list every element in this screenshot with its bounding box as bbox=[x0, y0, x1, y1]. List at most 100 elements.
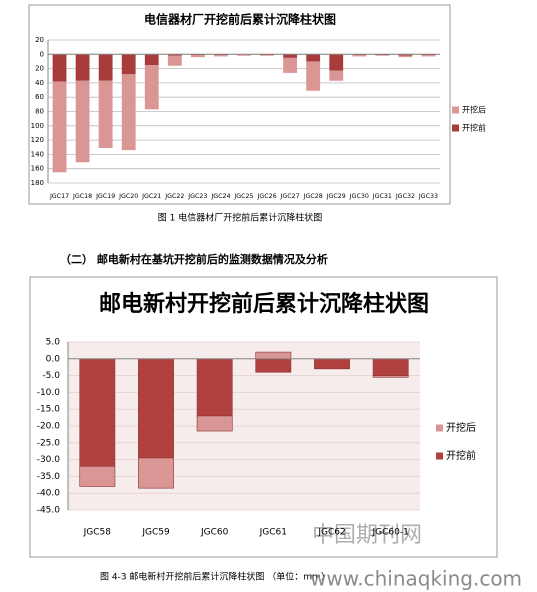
bar-segment bbox=[255, 358, 292, 373]
bar-segment bbox=[372, 375, 409, 378]
x-tick-label: JGC17 bbox=[49, 193, 69, 200]
y-tick-label: 0.0 bbox=[46, 354, 61, 364]
y-tick-label: -40.0 bbox=[37, 489, 61, 499]
x-tick-label: JGC30 bbox=[349, 193, 369, 200]
x-tick-label: JGC59 bbox=[141, 528, 170, 538]
bar-segment bbox=[306, 61, 321, 91]
x-tick-label: JGC33 bbox=[418, 193, 438, 200]
bar-segment bbox=[121, 54, 136, 75]
y-tick-label: -15.0 bbox=[37, 405, 61, 415]
y-tick-label: -35.0 bbox=[37, 472, 61, 482]
bar-segment bbox=[329, 54, 344, 71]
legend-label: 开挖后 bbox=[462, 105, 486, 115]
x-tick-label: JGC60 bbox=[200, 528, 229, 538]
y-tick-label: 120 bbox=[31, 136, 44, 144]
bar-segment bbox=[144, 54, 159, 66]
bar-segment bbox=[75, 54, 90, 81]
y-tick-label: -25.0 bbox=[37, 438, 61, 448]
x-tick-label: JGC25 bbox=[233, 193, 253, 200]
bar-segment bbox=[372, 358, 409, 376]
y-tick-label: -45.0 bbox=[37, 506, 61, 516]
x-tick-label: JGC18 bbox=[72, 193, 92, 200]
bar-segment bbox=[352, 55, 367, 57]
bar-segment bbox=[79, 358, 116, 467]
bar-segment bbox=[196, 415, 233, 432]
bar-segment bbox=[98, 80, 113, 148]
y-tick-label: 0 bbox=[40, 50, 44, 58]
x-tick-label: JGC32 bbox=[395, 193, 415, 200]
caption: 图 4-3 邮电新村开挖前后累计沉降柱状图 （单位：mm） bbox=[100, 571, 330, 583]
bar-segment bbox=[306, 54, 321, 62]
bar-segment bbox=[421, 55, 436, 57]
y-tick-label: 60 bbox=[35, 93, 44, 101]
bar-segment bbox=[75, 80, 90, 163]
bar-segment bbox=[167, 55, 182, 66]
x-tick-label: JGC58 bbox=[83, 528, 112, 538]
y-tick-label: 20 bbox=[35, 65, 44, 73]
bar-segment bbox=[121, 74, 136, 151]
x-tick-label: JGC19 bbox=[95, 193, 115, 200]
y-tick-label: -5.0 bbox=[42, 371, 60, 381]
x-tick-label: JGC24 bbox=[210, 193, 230, 200]
legend-label: 开挖前 bbox=[462, 123, 486, 133]
bar-segment bbox=[283, 57, 298, 73]
bar-segment bbox=[314, 358, 350, 370]
y-tick-label: 140 bbox=[31, 150, 44, 158]
bar-segment bbox=[196, 358, 233, 417]
y-tick-label: 20 bbox=[35, 36, 44, 44]
y-tick-label: 40 bbox=[35, 79, 44, 87]
watermark-url: www.chinaqking.com bbox=[310, 567, 522, 591]
x-tick-label: JGC27 bbox=[280, 193, 300, 200]
chart-title: 电信器材厂开挖前后累计沉降柱状图 bbox=[144, 12, 336, 27]
legend-swatch bbox=[452, 124, 459, 132]
bar-segment bbox=[138, 457, 174, 489]
bar-segment bbox=[398, 55, 413, 58]
bar-segment bbox=[255, 351, 292, 360]
legend-swatch bbox=[452, 106, 459, 114]
y-tick-label: -20.0 bbox=[37, 422, 61, 432]
bar-segment bbox=[283, 54, 298, 58]
chart: 邮电新村开挖前后累计沉降柱状图 5.0 0.0 -5.0 -10.0 -15.0 -20.0… bbox=[37, 291, 476, 538]
bar-segment bbox=[375, 55, 390, 56]
bar-segment bbox=[214, 55, 228, 57]
caption: 图 1 电信器材厂开挖前后累计沉降柱状图 bbox=[158, 212, 322, 224]
bar-segment bbox=[98, 54, 113, 81]
y-tick-label: 180 bbox=[31, 179, 44, 187]
watermark: 中国期刊网 bbox=[312, 523, 422, 548]
y-tick-label: 100 bbox=[31, 122, 44, 130]
bar-segment bbox=[52, 54, 67, 82]
x-tick-label: JGC60-1 bbox=[371, 528, 408, 538]
x-tick-label: JGC26 bbox=[256, 193, 276, 200]
x-tick-label: JGC28 bbox=[303, 193, 323, 200]
x-tick-label: JGC23 bbox=[187, 193, 207, 200]
section-heading: （二） 邮电新村在基坑开挖前后的监测数据情况及分析 bbox=[60, 252, 328, 266]
y-tick-label: 5.0 bbox=[46, 338, 61, 348]
y-tick-label: -10.0 bbox=[37, 388, 61, 398]
chart: 电信器材厂开挖前后累计沉降柱状图 20 0 20 40 60 80 100 120 140 160 1… bbox=[31, 12, 486, 201]
bar-segment bbox=[144, 65, 159, 110]
bar-segment bbox=[237, 54, 251, 56]
x-tick-label: JGC31 bbox=[372, 193, 392, 200]
bar-segment bbox=[167, 54, 182, 56]
x-tick-label: JGC20 bbox=[118, 193, 138, 200]
legend-label: 开挖前 bbox=[446, 449, 476, 462]
bar-segment bbox=[190, 55, 205, 58]
bar-segment bbox=[260, 55, 274, 56]
bar-segment bbox=[79, 466, 116, 487]
x-tick-label: JGC21 bbox=[141, 193, 161, 200]
x-tick-label: JGC29 bbox=[326, 193, 346, 200]
y-tick-label: 160 bbox=[31, 165, 44, 173]
bar-segment bbox=[329, 70, 344, 81]
bar-segment bbox=[398, 54, 413, 56]
x-tick-label: JGC62 bbox=[317, 528, 345, 538]
legend-swatch bbox=[436, 424, 443, 432]
y-tick-label: 80 bbox=[35, 108, 44, 116]
x-tick-label: JGC22 bbox=[164, 193, 184, 200]
bar-segment bbox=[52, 81, 67, 173]
legend-label: 开挖后 bbox=[446, 421, 476, 434]
y-tick-label: -30.0 bbox=[37, 455, 61, 465]
bar-segment bbox=[138, 358, 174, 459]
chart-title: 邮电新村开挖前后累计沉降柱状图 bbox=[99, 291, 429, 317]
